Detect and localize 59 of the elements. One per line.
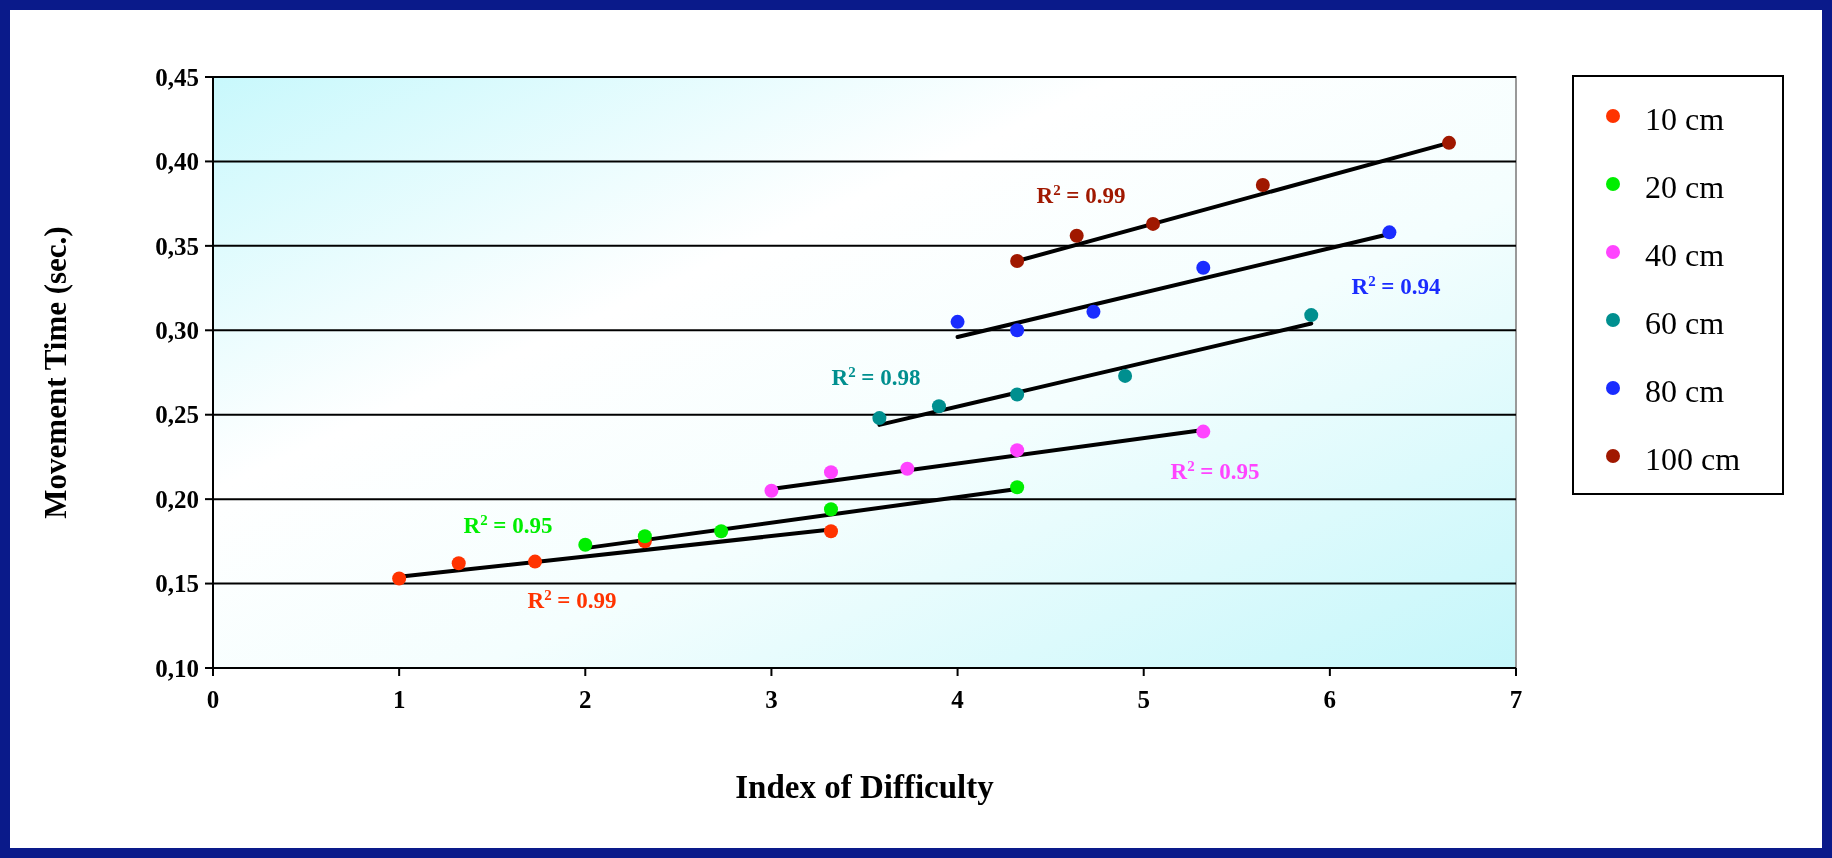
y-tick-label: 0,30 — [155, 317, 199, 345]
x-tick-label: 5 — [1137, 686, 1150, 713]
point — [1382, 225, 1397, 240]
point — [714, 524, 729, 539]
x-tick-label: 7 — [1509, 686, 1523, 713]
legend-label: 40 cm — [1645, 237, 1725, 274]
x-tick-label: 2 — [579, 686, 592, 713]
point — [451, 556, 466, 571]
legend-label: 60 cm — [1645, 305, 1725, 342]
point — [578, 537, 593, 552]
legend-label: 10 cm — [1645, 101, 1725, 138]
x-axis-title: Index of Difficulty — [735, 769, 995, 805]
point — [392, 571, 407, 586]
point — [1196, 260, 1211, 275]
y-axis-title: Movement Time (sec.) — [38, 226, 73, 519]
x-tick-label: 6 — [1323, 686, 1337, 713]
point — [1146, 216, 1161, 231]
point — [823, 524, 838, 539]
point — [1196, 424, 1211, 439]
point — [1304, 308, 1319, 323]
annotation: R$^{2}$ = 0.95 — [1170, 458, 1260, 485]
point — [1255, 178, 1270, 193]
y-tick-label: 0,45 — [155, 63, 199, 91]
point — [823, 465, 838, 480]
point — [950, 314, 965, 329]
legend-label: 20 cm — [1645, 169, 1725, 206]
point — [1010, 387, 1025, 402]
y-tick-label: 0,10 — [155, 654, 199, 682]
point — [1069, 228, 1084, 243]
annotation: R$^{2}$ = 0.94 — [1351, 273, 1441, 300]
annotation: R$^{2}$ = 0.98 — [831, 364, 921, 391]
point — [764, 483, 779, 498]
legend-label: 80 cm — [1645, 373, 1725, 410]
point — [1441, 135, 1456, 150]
x-tick-label: 1 — [392, 686, 406, 713]
point — [823, 502, 838, 517]
point — [1010, 480, 1025, 495]
legend-label: 100 cm — [1645, 441, 1741, 478]
point — [900, 461, 915, 476]
point — [931, 399, 946, 414]
point — [872, 411, 887, 426]
x-tick-label: 0 — [206, 686, 220, 713]
point — [1010, 443, 1025, 458]
x-tick-label: 3 — [765, 686, 778, 713]
point — [1086, 304, 1101, 319]
point — [637, 529, 652, 544]
y-tick-label: 0,35 — [155, 232, 199, 260]
annotation: R$^{2}$ = 0.99 — [1036, 182, 1126, 209]
point — [1010, 254, 1025, 269]
annotation: R$^{2}$ = 0.99 — [527, 587, 617, 614]
annotation: R$^{2}$ = 0.95 — [463, 512, 553, 539]
point — [1010, 323, 1025, 338]
x-tick-label: 4 — [951, 686, 965, 713]
point — [1118, 368, 1133, 383]
y-tick-label: 0,40 — [155, 148, 199, 176]
point — [528, 554, 543, 569]
y-tick-label: 0,15 — [155, 570, 199, 598]
y-tick-label: 0,25 — [155, 401, 199, 429]
y-tick-label: 0,20 — [155, 485, 199, 513]
